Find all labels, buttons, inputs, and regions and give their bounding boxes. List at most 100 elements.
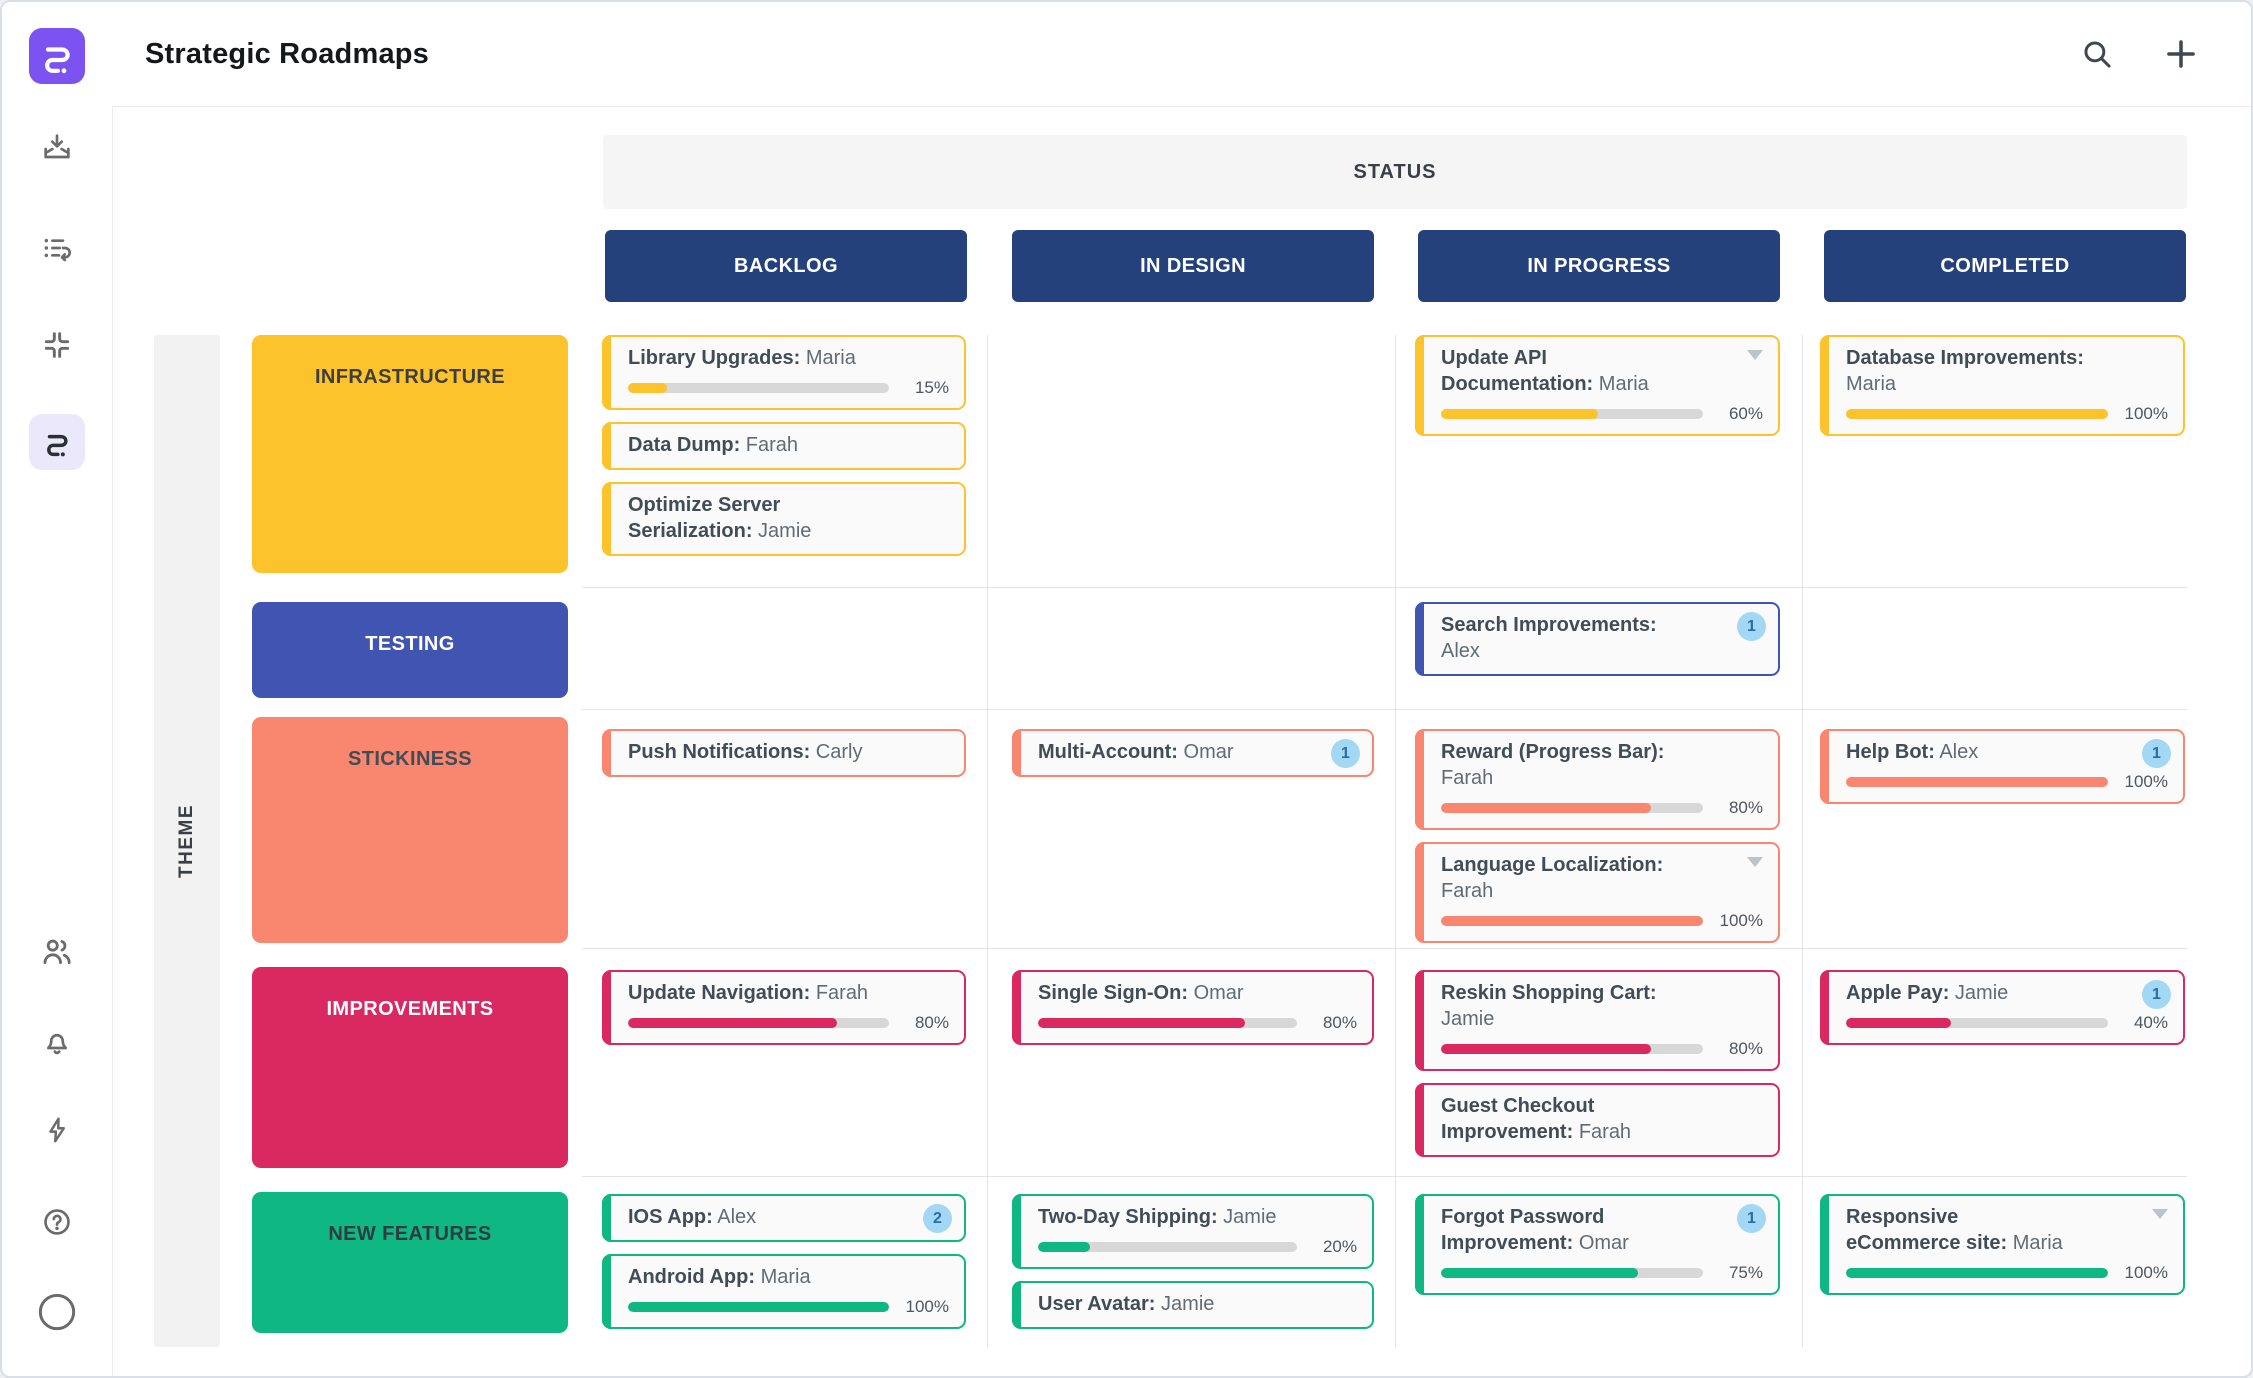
roadmap-card[interactable]: Guest Checkout Improvement: Farah [1415,1083,1780,1157]
dropdown-caret-icon[interactable] [1747,857,1763,867]
progress-label: 80% [1728,1039,1763,1058]
card-title: Search Improvements: Alex [1441,614,1657,662]
roadmap-card[interactable]: Language Localization: Farah 100% [1415,842,1780,943]
grid-line [1395,335,1396,1347]
card-title: Library Upgrades: Maria [628,347,856,369]
progress-label: 80% [914,1013,949,1032]
roadmap-card[interactable]: 1 Forgot Password Improvement: Omar 75% [1415,1194,1780,1295]
roadmap-card[interactable]: User Avatar: Jamie [1012,1281,1374,1329]
roadmap-card[interactable]: Push Notifications: Carly [602,729,966,777]
sidebar-item-portfolio[interactable] [2,325,112,365]
roadmap-card[interactable]: Android App: Maria 100% [602,1254,966,1329]
roadmunk-logo[interactable] [2,28,112,84]
progress-label: 60% [1728,404,1763,423]
sidebar-item-notifications[interactable] [2,1022,112,1062]
status-group-header: STATUS [603,135,2187,209]
card-title: Guest Checkout Improvement: Farah [1441,1095,1632,1143]
board-cell: Reward (Progress Bar): Farah 80% Languag… [1415,729,1780,943]
progress-bar: 100% [1846,404,2168,424]
board-cell: 1 Help Bot: Alex 100% [1820,729,2185,804]
dropdown-caret-icon[interactable] [2152,1209,2168,1219]
search-icon [2080,37,2114,71]
help-icon [41,1206,73,1238]
progress-bar: 40% [1846,1013,2168,1033]
dropdown-caret-icon[interactable] [1747,350,1763,360]
grid-line [582,709,2187,710]
top-header: Strategic Roadmaps [112,2,2251,107]
card-count-badge: 2 [923,1204,952,1233]
search-button[interactable] [2079,36,2115,72]
card-count-badge: 1 [2142,980,2171,1009]
board-cell: Push Notifications: Carly [602,729,966,777]
roadmap-active-icon [29,414,85,470]
sidebar [2,2,113,1376]
sidebar-item-help[interactable] [2,1202,112,1242]
board-cell: Update API Documentation: Maria 60% [1415,335,1780,436]
card-title: IOS App: Alex [628,1206,757,1228]
roadmap-card[interactable]: 1 Search Improvements: Alex [1415,602,1780,676]
progress-label: 100% [2124,404,2168,423]
roadmap-card[interactable]: Responsive eCommerce site: Maria 100% [1820,1194,2185,1295]
roadmap-card[interactable]: Library Upgrades: Maria 15% [602,335,966,410]
corner-brackets-icon [41,329,73,361]
sidebar-item-import[interactable] [2,127,112,167]
card-title: Language Localization: Farah [1441,854,1664,902]
progress-label: 40% [2133,1013,2168,1032]
theme-block-new-features: NEW FEATURES [252,1192,568,1333]
theme-block-stickiness: STICKINESS [252,717,568,943]
grid-line [987,335,988,1347]
board-cell: Update Navigation: Farah 80% [602,970,966,1045]
roadmap-card[interactable]: Update API Documentation: Maria 60% [1415,335,1780,436]
roadmap-card[interactable]: Optimize Server Serialization: Jamie [602,482,966,556]
progress-label: 20% [1322,1237,1357,1256]
roadmap-card[interactable]: Data Dump: Farah [602,422,966,470]
progress-label: 100% [1719,911,1763,930]
progress-label: 100% [2124,1263,2168,1282]
progress-label: 80% [1728,798,1763,817]
card-title: Data Dump: Farah [628,434,799,456]
roadmap-card[interactable]: 2 IOS App: Alex [602,1194,966,1242]
roadmap-card[interactable]: 1 Apple Pay: Jamie 40% [1820,970,2185,1045]
sidebar-item-roadmaps-active[interactable] [2,414,112,470]
progress-bar: 100% [1846,772,2168,792]
card-title: Reskin Shopping Cart: Jamie [1441,982,1657,1030]
column-header-completed: COMPLETED [1824,230,2186,302]
card-title: Forgot Password Improvement: Omar [1441,1206,1629,1254]
progress-label: 75% [1728,1263,1763,1282]
progress-bar: 60% [1441,404,1763,424]
roadmap-card[interactable]: Single Sign-On: Omar 80% [1012,970,1374,1045]
card-title: Database Improvements: Maria [1846,347,2084,395]
add-button[interactable] [2163,36,2199,72]
quick-actions-bolt-icon [42,1115,72,1145]
progress-bar: 75% [1441,1263,1763,1283]
roadmap-card[interactable]: Reward (Progress Bar): Farah 80% [1415,729,1780,830]
progress-bar: 80% [1038,1013,1357,1033]
roadmap-card[interactable]: 1 Help Bot: Alex 100% [1820,729,2185,804]
progress-label: 80% [1322,1013,1357,1032]
theme-block-infrastructure: INFRASTRUCTURE [252,335,568,573]
card-title: Apple Pay: Jamie [1846,982,2009,1004]
avatar-circle [37,1292,77,1332]
card-title: Update API Documentation: Maria [1441,347,1649,395]
card-count-badge: 1 [1737,612,1766,641]
progress-bar: 100% [1846,1263,2168,1283]
roadmap-card[interactable]: Two-Day Shipping: Jamie 20% [1012,1194,1374,1269]
team-icon [40,935,74,969]
board-cell: Two-Day Shipping: Jamie 20% User Avatar:… [1012,1194,1374,1329]
card-title: Multi-Account: Omar [1038,741,1234,763]
roadmap-card[interactable]: 1 Multi-Account: Omar [1012,729,1374,777]
sidebar-item-activity[interactable] [2,228,112,268]
sidebar-item-quick-actions[interactable] [2,1110,112,1150]
progress-bar: 80% [1441,1039,1763,1059]
sidebar-avatar[interactable] [2,1290,112,1334]
column-header-backlog: BACKLOG [605,230,967,302]
roadmap-card[interactable]: Database Improvements: Maria 100% [1820,335,2185,436]
sidebar-item-team[interactable] [2,932,112,972]
theme-axis-band: THEME [154,335,220,1347]
theme-axis-label: THEME [176,804,197,878]
roadmap-card[interactable]: Update Navigation: Farah 80% [602,970,966,1045]
roadmap-card[interactable]: Reskin Shopping Cart: Jamie 80% [1415,970,1780,1071]
card-title: Reward (Progress Bar): Farah [1441,741,1665,789]
progress-bar: 80% [628,1013,949,1033]
